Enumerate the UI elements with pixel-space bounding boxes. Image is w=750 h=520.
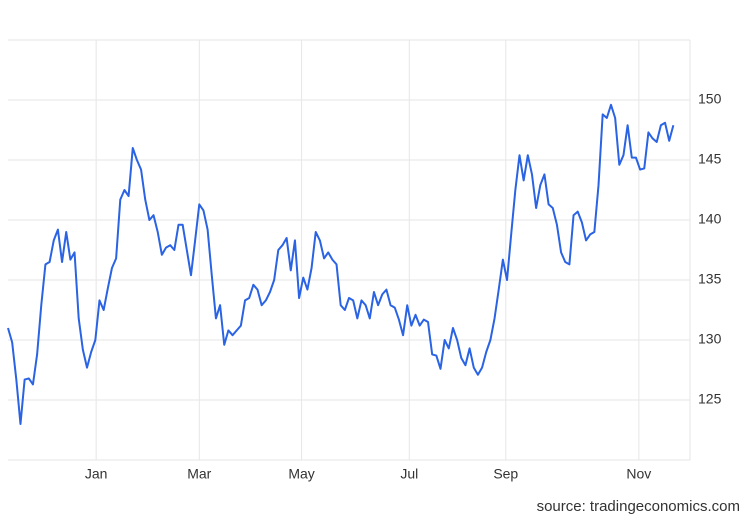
y-tick-label: 140 (698, 211, 722, 227)
y-tick-label: 135 (698, 271, 722, 287)
x-tick-label: May (288, 466, 314, 482)
series-line (7, 103, 675, 425)
x-tick-label: Jul (400, 466, 418, 482)
source-note: source: tradingeconomics.com (537, 498, 740, 515)
y-tick-label: 130 (698, 331, 722, 347)
x-tick-label: Jan (85, 466, 108, 482)
x-tick-label: Sep (493, 466, 518, 482)
x-tick-label: Mar (187, 466, 211, 482)
x-tick-label: Nov (626, 466, 651, 482)
y-tick-label: 150 (698, 91, 722, 107)
y-tick-label: 145 (698, 151, 722, 167)
y-tick-label: 125 (698, 391, 722, 407)
